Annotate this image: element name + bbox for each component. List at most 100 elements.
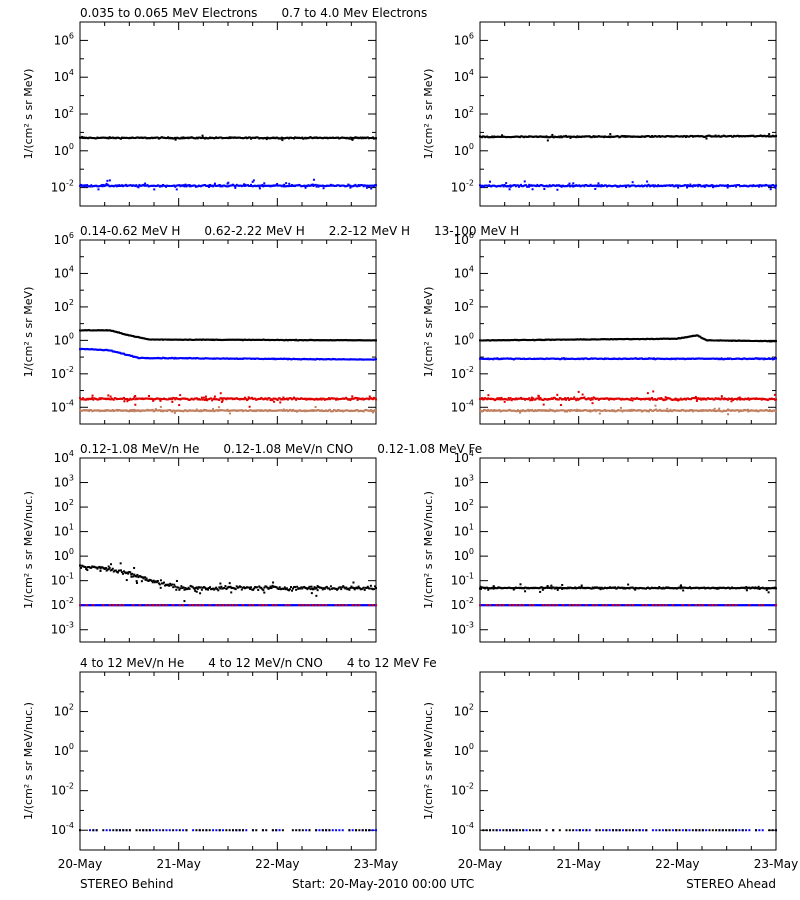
- data-point: [532, 410, 535, 413]
- data-point: [723, 397, 726, 400]
- data-point: [608, 409, 611, 412]
- data-point: [684, 410, 687, 413]
- data-point: [260, 604, 263, 607]
- data-point: [223, 397, 226, 400]
- data-point: [294, 604, 297, 607]
- data-point: [764, 358, 767, 361]
- y-tick-label: 106: [454, 31, 474, 47]
- data-point: [347, 339, 350, 342]
- data-point: [191, 409, 194, 412]
- data-point: [727, 339, 730, 342]
- data-point: [182, 410, 185, 413]
- legend-entry: 0.62-2.22 MeV H: [204, 224, 304, 238]
- data-point: [561, 357, 564, 360]
- data-point: [733, 184, 736, 187]
- data-point: [113, 604, 116, 607]
- data-point: [216, 357, 219, 360]
- data-point: [533, 184, 536, 187]
- data-point: [139, 410, 142, 413]
- data-point: [524, 586, 527, 589]
- data-point: [231, 409, 234, 412]
- data-point: [141, 337, 144, 340]
- data-point: [355, 397, 358, 400]
- data-point: [700, 357, 703, 360]
- data-point: [96, 329, 99, 332]
- data-point: [338, 398, 341, 401]
- data-point: [213, 184, 216, 187]
- data-point: [294, 410, 297, 413]
- data-point: [641, 409, 644, 412]
- data-point: [101, 136, 104, 139]
- data-point: [624, 135, 627, 138]
- data-point: [513, 184, 516, 187]
- data-point: [656, 357, 659, 360]
- data-point: [660, 184, 663, 187]
- data-point: [541, 184, 544, 187]
- data-point: [771, 586, 774, 589]
- data-point: [343, 358, 346, 361]
- data-point: [306, 409, 309, 412]
- data-point: [362, 398, 365, 401]
- data-point: [87, 566, 90, 569]
- data-point: [630, 357, 633, 360]
- data-point: [527, 339, 530, 342]
- data-point: [580, 357, 583, 360]
- data-point: [178, 137, 181, 140]
- data-point: [109, 395, 112, 398]
- data-point: [355, 358, 358, 361]
- data-point: [82, 409, 85, 412]
- data-point: [91, 394, 94, 397]
- data-point: [591, 338, 594, 341]
- data-point: [233, 587, 236, 590]
- data-point: [104, 348, 107, 351]
- data-point: [260, 396, 263, 399]
- data-point: [578, 184, 581, 187]
- data-point: [101, 185, 104, 188]
- data-point: [137, 136, 140, 139]
- y-tick-label: 102: [454, 498, 474, 514]
- data-point: [747, 185, 750, 188]
- data-point: [276, 184, 279, 187]
- data-point: [351, 185, 354, 188]
- data-point: [334, 604, 337, 607]
- data-point: [550, 357, 553, 360]
- data-point: [278, 409, 281, 412]
- data-point: [558, 338, 561, 341]
- data-point: [699, 184, 702, 187]
- data-point: [572, 409, 575, 412]
- data-point: [693, 334, 696, 337]
- data-point: [672, 185, 675, 188]
- data-point: [176, 409, 179, 412]
- data-point: [331, 184, 334, 187]
- data-point: [159, 604, 162, 607]
- data-point: [178, 404, 181, 407]
- data-points: [79, 134, 377, 191]
- data-point: [87, 348, 90, 351]
- data-point: [266, 184, 269, 187]
- data-point: [194, 185, 197, 188]
- data-point: [281, 137, 284, 140]
- data-point: [99, 348, 102, 351]
- data-point: [335, 339, 338, 342]
- data-point: [697, 185, 700, 188]
- data-point: [249, 587, 252, 590]
- data-point: [656, 185, 659, 188]
- data-point: [480, 185, 483, 188]
- data-point: [755, 409, 758, 412]
- data-point: [629, 409, 632, 412]
- data-point: [131, 136, 134, 139]
- data-point: [564, 410, 567, 413]
- data-point: [550, 587, 553, 590]
- data-point: [564, 185, 567, 188]
- data-point: [716, 409, 719, 412]
- y-tick-label: 100: [54, 547, 74, 563]
- data-point: [264, 585, 267, 588]
- data-point: [558, 586, 561, 589]
- data-point: [620, 185, 623, 188]
- data-point: [255, 136, 258, 139]
- data-point: [96, 348, 99, 351]
- data-point: [295, 184, 298, 187]
- data-point: [124, 398, 127, 401]
- data-point: [214, 604, 217, 607]
- data-point: [577, 338, 580, 341]
